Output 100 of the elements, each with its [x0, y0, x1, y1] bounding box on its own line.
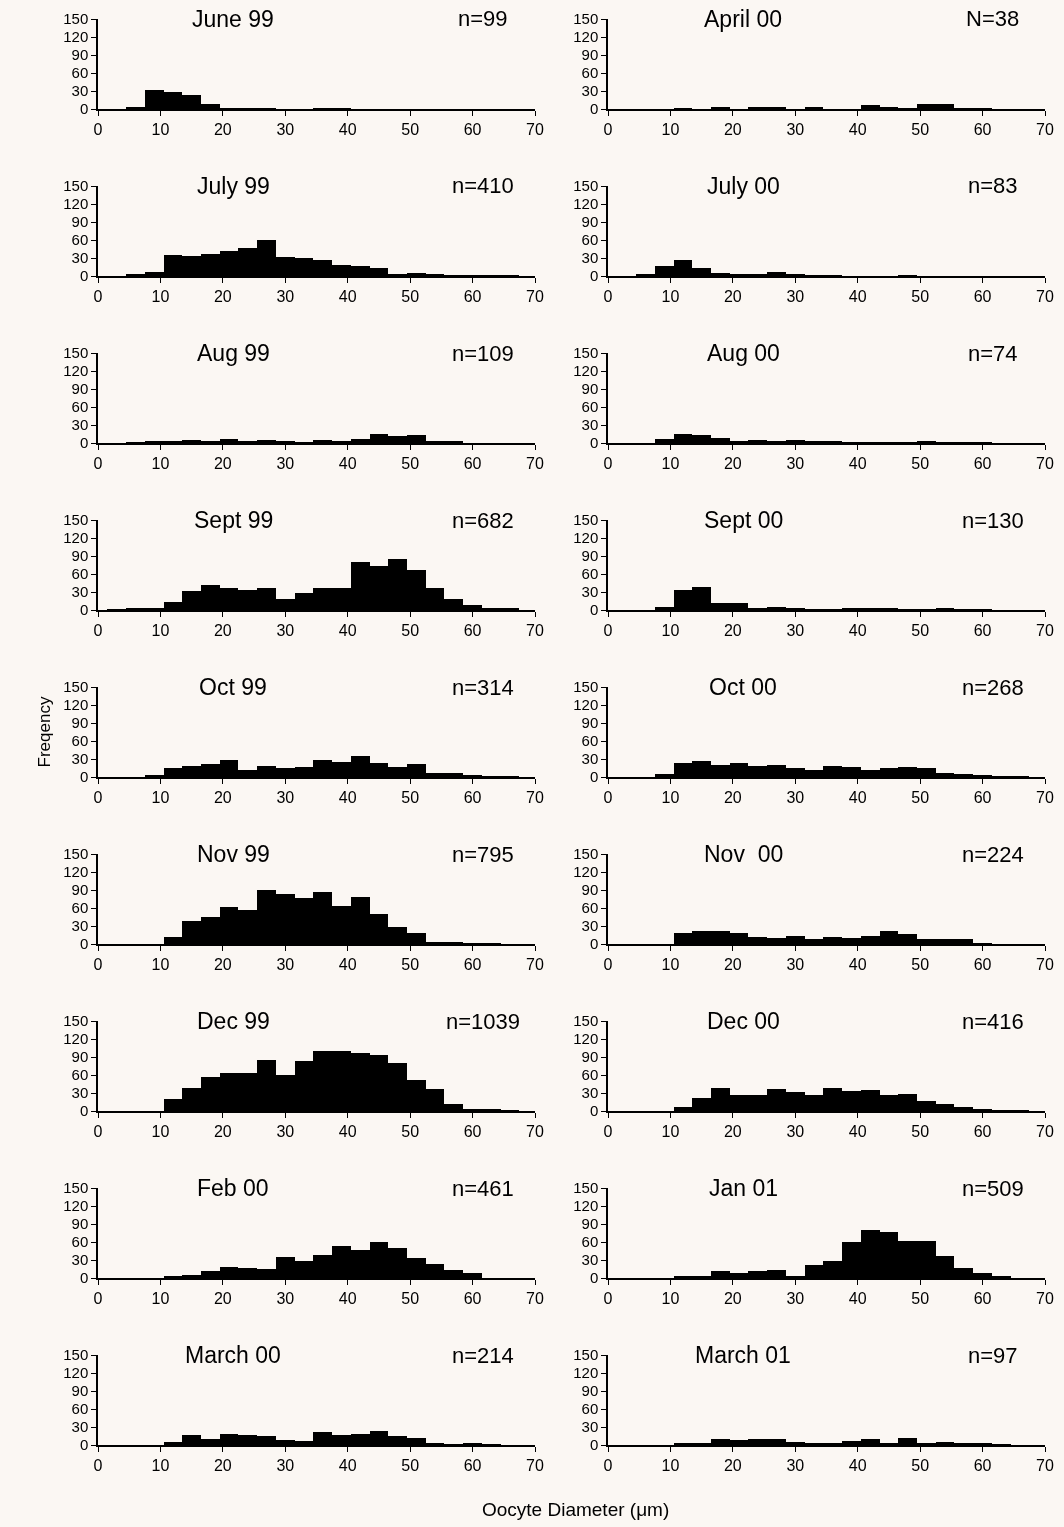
x-tick-label: 30	[786, 1122, 805, 1140]
x-tick-label: 50	[911, 955, 930, 973]
y-tick-label: 90	[581, 547, 599, 565]
x-axis-title: Oocyte Diameter (μm)	[482, 1499, 670, 1520]
x-tick-label: 30	[786, 120, 805, 138]
x-tick-label: 20	[723, 621, 742, 639]
x-tick-label: 70	[1036, 621, 1054, 639]
x-tick-label: 0	[603, 1456, 613, 1474]
chart-title: Nov 00	[704, 841, 784, 867]
y-tick-label: 150	[573, 1179, 599, 1197]
x-tick-label: 10	[151, 454, 170, 472]
y-tick-label: 0	[79, 267, 89, 285]
y-tick-label: 0	[589, 100, 599, 118]
x-tick-label: 70	[526, 788, 544, 806]
y-tick-label: 60	[581, 732, 599, 750]
y-tick-label: 90	[71, 1382, 89, 1400]
x-tick-label: 60	[973, 955, 992, 973]
annotation: N=38	[966, 6, 1020, 31]
chart-title: Sept 00	[704, 507, 784, 533]
chart-title: Aug 99	[197, 340, 270, 366]
x-tick-label: 0	[603, 1289, 613, 1307]
y-tick-label: 30	[71, 750, 89, 768]
chart-title: Dec 99	[197, 1008, 270, 1034]
x-tick-label: 0	[93, 955, 103, 973]
x-tick-label: 70	[1036, 1122, 1054, 1140]
chart-title: Aug 00	[707, 340, 780, 366]
y-tick-label: 120	[573, 1197, 599, 1215]
y-tick-label: 0	[589, 768, 599, 786]
x-tick-label: 50	[401, 1456, 420, 1474]
y-tick-label: 0	[79, 768, 89, 786]
y-tick-label: 30	[581, 583, 599, 601]
y-tick-label: 0	[79, 434, 89, 452]
x-tick-label: 40	[848, 120, 867, 138]
x-tick-label: 40	[338, 120, 357, 138]
y-tick-label: 30	[581, 416, 599, 434]
y-tick-label: 60	[71, 398, 89, 416]
y-tick-label: 120	[573, 863, 599, 881]
x-tick-label: 30	[786, 454, 805, 472]
y-tick-label: 0	[589, 1102, 599, 1120]
x-tick-label: 60	[463, 788, 482, 806]
y-tick-label: 90	[581, 1382, 599, 1400]
y-tick-label: 120	[573, 28, 599, 46]
x-tick-label: 20	[723, 454, 742, 472]
x-tick-label: 0	[603, 454, 613, 472]
x-tick-label: 40	[338, 1456, 357, 1474]
y-tick-label: 150	[63, 344, 89, 362]
x-tick-label: 70	[526, 955, 544, 973]
x-tick-label: 30	[276, 788, 295, 806]
y-tick-label: 150	[573, 344, 599, 362]
x-tick-label: 30	[276, 1122, 295, 1140]
x-tick-label: 0	[603, 120, 613, 138]
y-tick-label: 90	[581, 1215, 599, 1233]
chart-title: Sept 99	[194, 507, 274, 533]
x-tick-label: 50	[401, 1122, 420, 1140]
y-tick-label: 150	[573, 177, 599, 195]
chart-title: Oct 99	[199, 674, 267, 700]
y-tick-label: 90	[581, 46, 599, 64]
x-tick-label: 10	[661, 120, 680, 138]
x-tick-label: 30	[786, 287, 805, 305]
x-tick-label: 40	[848, 788, 867, 806]
x-tick-label: 0	[93, 1122, 103, 1140]
x-tick-label: 40	[338, 454, 357, 472]
x-tick-label: 30	[276, 1289, 295, 1307]
x-tick-label: 70	[526, 621, 544, 639]
y-tick-label: 0	[79, 935, 89, 953]
x-tick-label: 70	[526, 1289, 544, 1307]
x-tick-label: 0	[93, 287, 103, 305]
x-tick-label: 10	[151, 120, 170, 138]
annotation: n=109	[452, 341, 514, 366]
x-tick-label: 40	[848, 287, 867, 305]
y-tick-label: 120	[573, 362, 599, 380]
y-tick-label: 120	[63, 1030, 89, 1048]
y-tick-label: 60	[581, 899, 599, 917]
y-tick-label: 150	[63, 10, 89, 28]
x-tick-label: 0	[603, 621, 613, 639]
chart-title: Jan 01	[709, 1175, 779, 1201]
x-tick-label: 70	[526, 120, 544, 138]
x-tick-label: 50	[401, 287, 420, 305]
y-tick-label: 90	[71, 213, 89, 231]
y-tick-label: 90	[71, 881, 89, 899]
x-tick-label: 40	[848, 454, 867, 472]
annotation: n=97	[968, 1343, 1018, 1368]
y-tick-label: 30	[71, 1418, 89, 1436]
x-tick-label: 60	[463, 1456, 482, 1474]
x-tick-label: 40	[338, 1289, 357, 1307]
y-tick-label: 60	[71, 231, 89, 249]
y-tick-label: 150	[573, 678, 599, 696]
y-tick-label: 30	[581, 1418, 599, 1436]
x-tick-label: 20	[213, 287, 232, 305]
x-tick-label: 30	[786, 1289, 805, 1307]
x-tick-label: 10	[151, 955, 170, 973]
chart-title: Oct 00	[709, 674, 777, 700]
x-tick-label: 30	[786, 955, 805, 973]
chart-title: July 00	[707, 173, 780, 199]
y-tick-label: 60	[71, 1400, 89, 1418]
x-tick-label: 0	[603, 1122, 613, 1140]
y-tick-label: 30	[71, 1084, 89, 1102]
annotation: n=682	[452, 508, 514, 533]
x-tick-label: 30	[276, 120, 295, 138]
x-tick-label: 10	[661, 454, 680, 472]
